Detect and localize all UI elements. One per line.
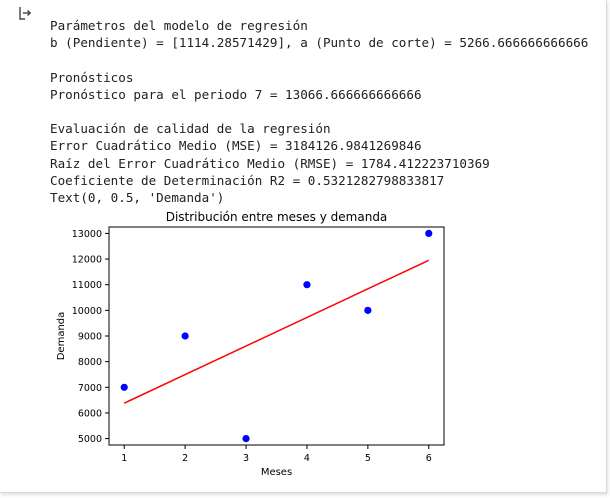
plot-frame [108,226,445,446]
y-tick-label: 9000 [78,332,102,343]
stdout-line: Pronósticos [50,69,134,85]
data-point [120,383,128,391]
data-point [425,229,433,238]
x-axis-label: Meses [261,467,292,478]
x-tick-label: 6 [426,453,432,464]
x-tick-label: 2 [182,453,188,464]
x-tick-label: 5 [365,453,371,464]
stdout-line: Evaluación de calidad de la regresión [50,121,331,137]
data-point [242,434,250,443]
stdout-line: Error Cuadrático Medio (MSE) = 3184126.9… [50,138,422,154]
regression-line [123,259,430,404]
stdout-line: Text(0, 0.5, 'Demanda') [50,189,225,205]
stdout-line: Coeficiente de Determinación R2 = 0.5321… [50,172,445,188]
y-tick-label: 11000 [72,280,102,291]
stdout-line [50,51,588,68]
y-tick-label: 10000 [72,306,102,317]
stdout-line: Pronóstico para el periodo 7 = 13066.666… [50,86,422,102]
x-tick-label: 1 [121,453,127,464]
stdout-line [50,103,588,120]
y-tick-label: 12000 [72,255,102,266]
stdout-line: b (Pendiente) = [1114.28571429], a (Punt… [50,35,589,51]
data-point [303,281,311,289]
chart-title: Distribución entre meses y demanda [166,210,388,224]
y-tick-label: 8000 [78,357,102,368]
y-tick-label: 5000 [78,434,102,445]
y-axis-label: Demanda [56,312,67,361]
y-tick-label: 13000 [72,229,102,240]
scatter-chart: Distribución entre meses y demanda 1 2 3 4 5 6… [56,210,445,478]
stdout-line: Parámetros del modelo de regresión [50,18,308,33]
y-tick-label: 6000 [78,408,102,419]
data-point [181,332,189,340]
stdout-text: Parámetros del modelo de regresión b (Pen… [50,17,588,206]
y-tick-label: 7000 [78,383,102,394]
output-redirect-icon[interactable] [17,5,33,21]
stdout-line: Raíz del Error Cuadrático Medio (RMSE) =… [50,155,490,171]
x-tick-label: 4 [304,453,310,464]
data-point [364,306,372,314]
x-tick-label: 3 [243,453,249,464]
